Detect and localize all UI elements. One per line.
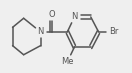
Text: N: N: [71, 12, 78, 21]
Text: Me: Me: [61, 57, 74, 66]
Text: O: O: [48, 10, 55, 19]
Text: Br: Br: [110, 27, 119, 36]
Text: N: N: [37, 27, 44, 36]
